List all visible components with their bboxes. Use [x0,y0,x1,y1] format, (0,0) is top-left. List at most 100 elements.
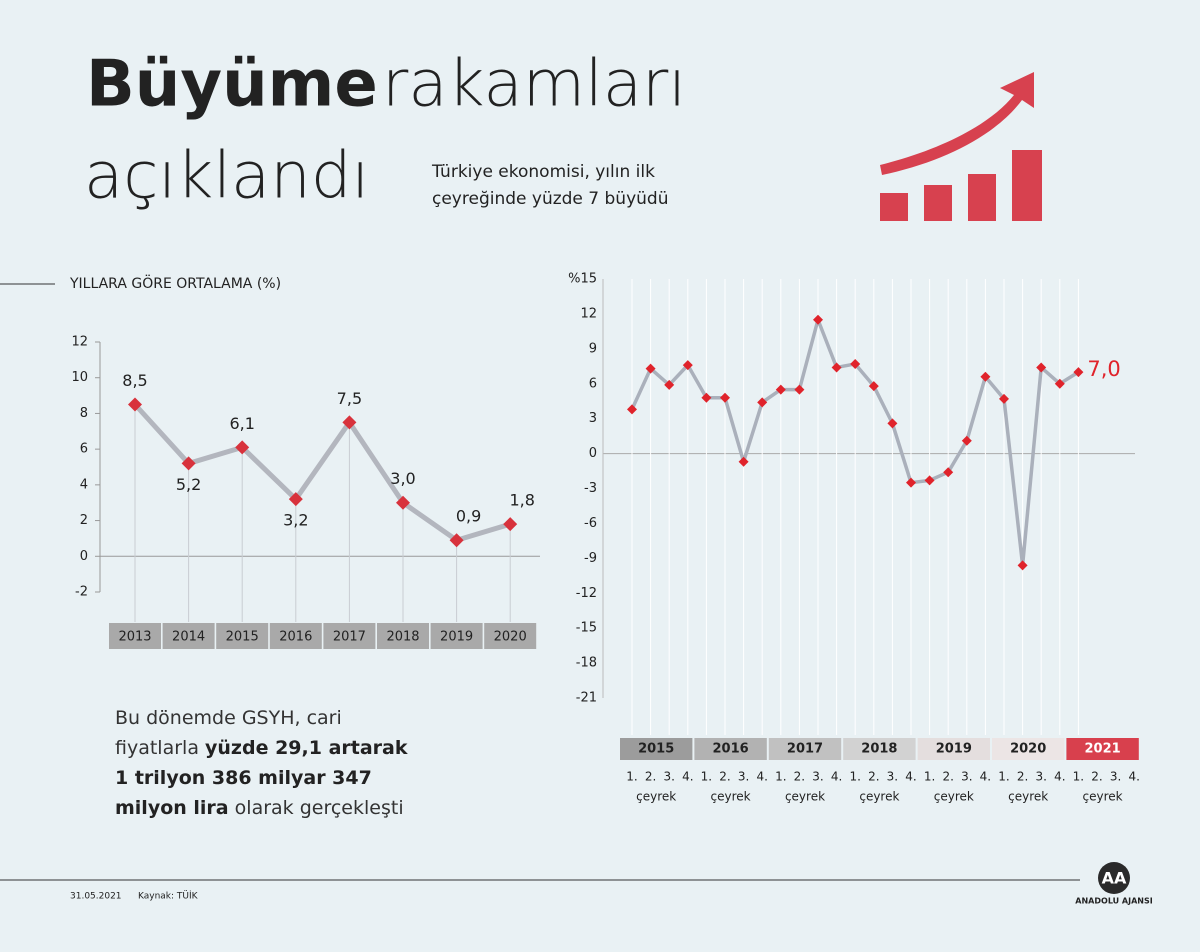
marker [1036,362,1047,373]
quarter-label: 3. [1035,770,1046,784]
logo-mark [1098,862,1130,894]
marker [775,384,786,395]
quarter-label: 2. [942,770,953,784]
quarter-label: 1. [701,770,712,784]
year-box [620,738,693,760]
y-tick-label: 4 [80,477,88,492]
y-tick-label: 6 [80,442,88,457]
y-tick-label: 12 [71,335,88,350]
y-tick-label: 8 [80,406,88,421]
y-tick-label: -21 [576,691,597,706]
marker [645,363,656,374]
y-tick-label: -2 [75,585,88,600]
section-title: YILLARA GÖRE ORTALAMA (%) [69,274,281,292]
marker [396,495,410,510]
value-label: 8,5 [122,371,147,390]
marker [757,397,768,408]
category-box [484,623,537,649]
marker [999,393,1009,404]
quarter-word: çeyrek [1083,790,1123,804]
value-label: 6,1 [229,414,254,433]
y-tick-label: -3 [584,481,597,496]
marker [701,392,712,403]
quarter-label: 2. [1091,770,1102,784]
year-box [694,738,767,760]
value-label: 3,2 [283,511,308,530]
note-text: olarak gerçekleşti [234,797,404,819]
value-label: 3,0 [390,469,415,488]
y-tick-label: 3 [589,411,597,426]
y-tick-label: 0 [80,549,88,564]
quarter-label: 3. [738,770,749,784]
quarter-label: 4. [756,770,767,784]
marker [850,358,861,369]
x-tick-label: 2020 [494,630,527,645]
marker [288,492,303,507]
value-label: 7,5 [337,389,362,408]
x-tick-label: 2016 [279,630,312,645]
value-label: 7,0 [1087,357,1120,381]
category-box [269,623,322,649]
subtitle: çeyreğinde yüzde 7 büyüdü [432,189,668,209]
marker [1073,367,1084,378]
y-tick-label: 2 [80,513,88,528]
quarter-label: 3. [887,770,898,784]
footer-date: 31.05.2021 [70,892,122,902]
quarter-word: çeyrek [711,790,751,804]
marker [682,360,693,371]
marker [868,381,879,392]
quarter-label: 2. [719,770,730,784]
quarter-label: 3. [961,770,972,784]
growth-icon [880,72,1042,221]
quarter-label: 1. [998,770,1009,784]
note-bold: yüzde 29,1 artarak 1 trilyon 386 milyar … [115,737,408,819]
x-tick-label: 2013 [118,630,151,645]
category-box [162,623,215,649]
marker [924,475,935,486]
logo-text: AA [1102,869,1127,888]
quarter-label: 2. [868,770,879,784]
marker [887,418,898,429]
quarter-label: 2. [794,770,805,784]
quarter-label: 1. [626,770,637,784]
marker [1017,560,1028,571]
title-line2: açıklandı [84,140,369,214]
y-tick-label: 9 [589,341,597,356]
marker [961,435,972,446]
title-light: rakamları [382,48,686,122]
category-box [216,623,269,649]
quarter-label: 1. [775,770,786,784]
title-bold: Büyüme [86,48,378,122]
year-label: 2021 [1085,742,1121,757]
x-tick-label: 2017 [333,630,366,645]
quarter-label: 4. [682,770,693,784]
year-label: 2020 [1010,742,1046,757]
y-tick-label: -9 [584,551,597,566]
marker [906,477,916,488]
y-tick-label: -6 [584,516,597,531]
year-label: 2017 [787,742,823,757]
series-line [133,402,511,543]
quarter-label: 3. [812,770,823,784]
y-tick-label: 10 [71,370,88,385]
quarter-label: 1. [924,770,935,784]
marker [794,384,805,395]
marker [449,533,464,548]
value-label: 1,8 [509,491,534,510]
quarter-word: çeyrek [785,790,825,804]
quarter-label: 4. [905,770,916,784]
note-text: Bu dönemde GSYH, cari fiyatlarla [115,707,342,759]
category-box [109,623,161,649]
marker [1054,378,1065,389]
marker [503,517,518,532]
y-tick-label: 12 [580,306,597,321]
value-label: 5,2 [176,475,201,494]
quarter-label: 2. [1017,770,1028,784]
marker [181,456,196,471]
y-tick-label: 6 [589,376,597,391]
y-tick-label: %15 [568,272,597,287]
year-box [768,738,842,760]
quarter-word: çeyrek [934,790,974,804]
